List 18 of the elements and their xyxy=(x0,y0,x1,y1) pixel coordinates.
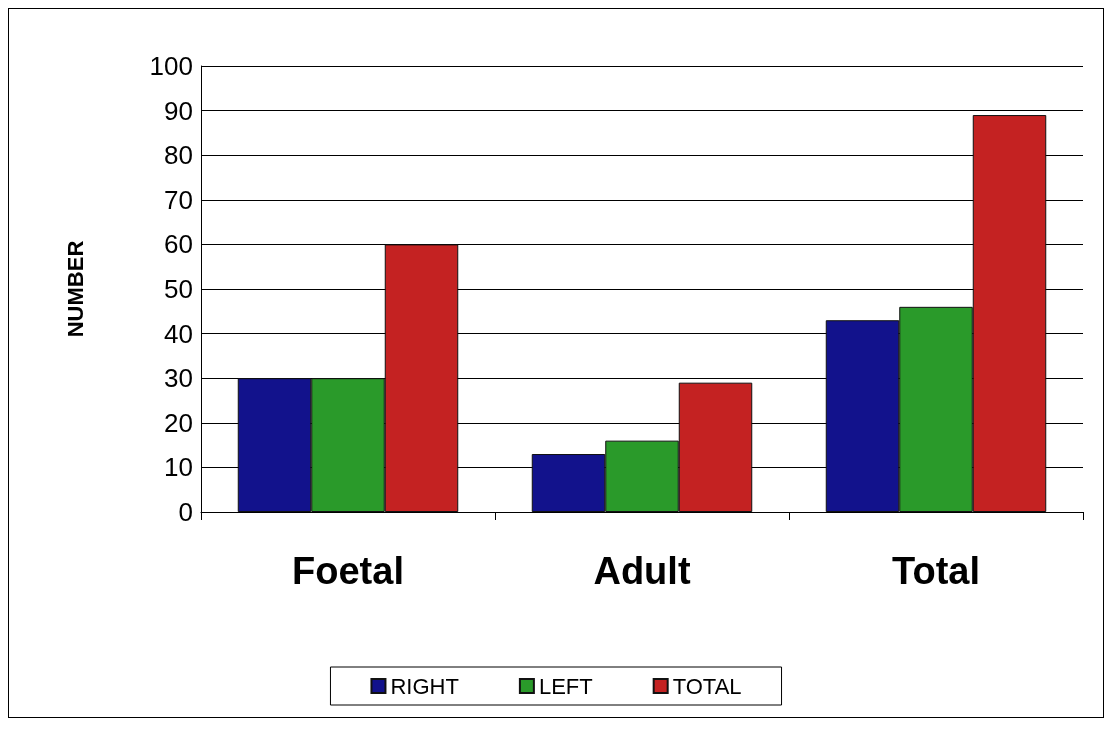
legend-label: RIGHT xyxy=(390,673,459,699)
y-tick-label: 100 xyxy=(149,51,193,81)
y-tick-label: 80 xyxy=(164,140,193,171)
y-tick-label: 0 xyxy=(178,497,193,527)
y-tick-label: 90 xyxy=(164,95,193,126)
x-tick-label: Total xyxy=(892,550,980,592)
y-tick-label: 30 xyxy=(164,363,193,394)
legend-label: LEFT xyxy=(538,673,593,699)
x-tick-label: Adult xyxy=(593,550,691,592)
legend-label: TOTAL xyxy=(672,673,742,699)
y-tick-label: 10 xyxy=(164,452,193,483)
y-tick-label: 40 xyxy=(164,318,193,349)
y-tick-label: 50 xyxy=(164,274,193,304)
y-tick-label: 20 xyxy=(164,407,193,438)
y-tick-label: 70 xyxy=(164,184,193,215)
y-tick-label: 60 xyxy=(164,229,193,260)
y-axis-title: NUMBER xyxy=(62,240,88,338)
x-tick-label: Foetal xyxy=(292,550,404,592)
